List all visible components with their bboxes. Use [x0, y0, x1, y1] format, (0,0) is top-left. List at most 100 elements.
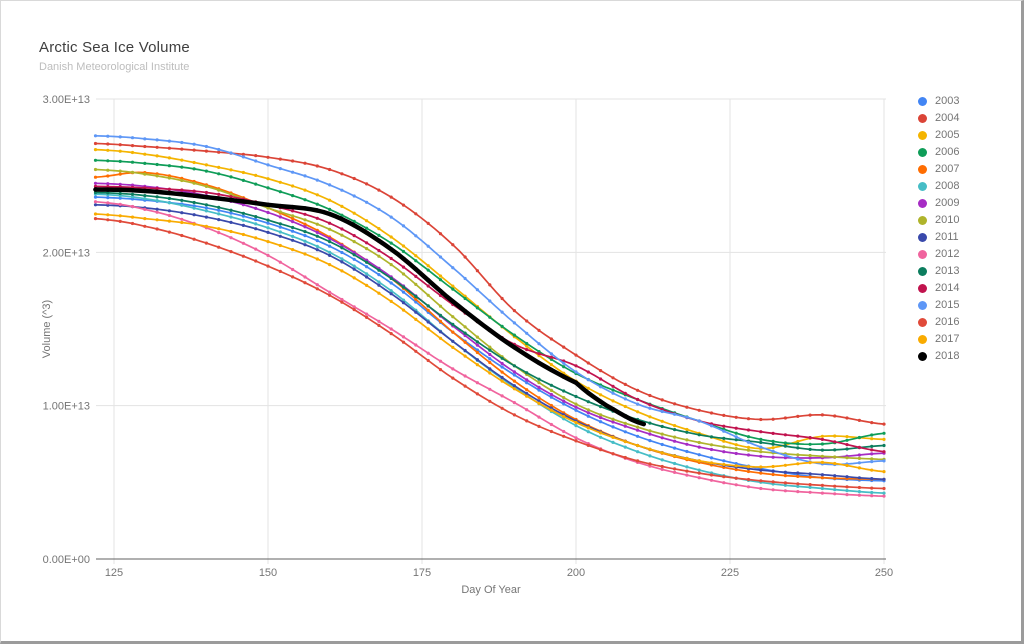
- series-marker-2013: [475, 340, 479, 344]
- series-marker-2018: [241, 199, 246, 204]
- series-marker-2013: [709, 435, 714, 439]
- series-marker-2009: [586, 411, 590, 415]
- series-marker-2017: [636, 443, 640, 448]
- series-marker-2006: [106, 159, 110, 163]
- series-marker-2003: [574, 408, 578, 412]
- series-marker-2006: [796, 442, 800, 446]
- series-marker-2018: [623, 414, 628, 419]
- series-marker-2003: [599, 420, 603, 424]
- series-marker-2007: [488, 360, 492, 365]
- series-marker-2008: [340, 257, 344, 261]
- series-marker-2010: [291, 214, 295, 218]
- series-marker-2010: [599, 413, 603, 417]
- series-2017: [93, 212, 886, 474]
- legend-swatch-2009: [918, 199, 927, 208]
- series-marker-2018: [536, 360, 542, 366]
- series-marker-2004: [303, 161, 307, 165]
- series-marker-2018: [573, 380, 579, 385]
- series-marker-2018: [327, 211, 332, 217]
- series-marker-2011: [254, 227, 258, 231]
- series-marker-2017: [857, 466, 862, 470]
- legend-item-2010: 2010: [918, 212, 959, 229]
- series-marker-2009: [673, 439, 677, 443]
- series-marker-2015: [574, 370, 578, 374]
- series-marker-2011: [204, 215, 208, 219]
- series-marker-2014: [746, 428, 751, 432]
- series-marker-2015: [401, 224, 406, 228]
- series-marker-2017: [93, 212, 98, 216]
- series-marker-2018: [278, 203, 283, 209]
- legend-label-2012: 2012: [935, 248, 960, 260]
- series-marker-2005: [229, 168, 233, 172]
- series-marker-2013: [328, 240, 332, 244]
- series-marker-2013: [463, 331, 467, 335]
- series-marker-2010: [537, 381, 541, 385]
- series-marker-2017: [106, 213, 110, 217]
- series-marker-2004: [882, 422, 886, 426]
- series-marker-2005: [328, 198, 332, 202]
- series-marker-2004: [870, 421, 874, 425]
- series-marker-2014: [549, 355, 554, 359]
- series-marker-2013: [562, 389, 566, 393]
- series-marker-2004: [389, 195, 393, 199]
- series-marker-2014: [525, 348, 529, 352]
- series-marker-2012: [118, 202, 122, 206]
- series-marker-2004: [266, 155, 270, 159]
- series-marker-2017: [709, 461, 714, 465]
- series-marker-2018: [499, 336, 505, 342]
- series-marker-2005: [352, 211, 356, 215]
- series-marker-2009: [623, 424, 627, 428]
- legend-item-2011: 2011: [918, 229, 959, 246]
- series-marker-2015: [783, 453, 788, 457]
- series-marker-2005: [426, 264, 430, 268]
- series-marker-2016: [537, 424, 541, 428]
- series-marker-2013: [303, 230, 307, 234]
- series-marker-2014: [315, 216, 319, 220]
- series-marker-2014: [771, 431, 775, 435]
- series-marker-2014: [734, 426, 738, 430]
- series-marker-2009: [574, 405, 578, 409]
- series-marker-2016: [870, 486, 874, 490]
- series-marker-2013: [451, 322, 455, 326]
- series-2003: [93, 195, 886, 483]
- series-marker-2013: [783, 444, 788, 448]
- series-marker-2010: [217, 188, 221, 192]
- series-marker-2014: [833, 440, 837, 444]
- series-marker-2011: [315, 248, 319, 252]
- series-marker-2016: [488, 399, 492, 403]
- series-marker-2005: [266, 177, 270, 181]
- series-marker-2009: [734, 451, 738, 456]
- series-marker-2013: [291, 225, 295, 230]
- legend-label-2004: 2004: [935, 112, 960, 124]
- series-marker-2018: [561, 374, 566, 379]
- series-marker-2009: [525, 378, 529, 382]
- series-marker-2009: [475, 343, 479, 347]
- series-marker-2012: [673, 470, 677, 474]
- series-marker-2012: [697, 476, 701, 480]
- series-marker-2010: [463, 325, 467, 329]
- series-marker-2017: [783, 463, 788, 467]
- series-marker-2010: [204, 184, 208, 188]
- legend-swatch-2011: [918, 233, 927, 242]
- series-marker-2017: [118, 214, 122, 218]
- series-marker-2008: [266, 226, 270, 230]
- legend-swatch-2013: [918, 267, 927, 276]
- series-marker-2011: [291, 238, 295, 242]
- y-tick-label: 0.00E+00: [43, 554, 90, 566]
- series-marker-2004: [315, 164, 319, 168]
- series-marker-2012: [833, 492, 837, 496]
- series-marker-2013: [734, 438, 738, 442]
- series-marker-2016: [562, 434, 566, 438]
- legend-swatch-2005: [918, 131, 927, 140]
- series-marker-2004: [759, 417, 763, 422]
- series-marker-2006: [845, 438, 849, 442]
- series-marker-2006: [278, 190, 282, 194]
- series-marker-2003: [291, 229, 295, 233]
- series-marker-2014: [722, 424, 726, 428]
- series-marker-2009: [648, 432, 652, 436]
- series-marker-2011: [820, 473, 825, 477]
- series-marker-2004: [217, 150, 221, 154]
- series-marker-2008: [180, 203, 184, 207]
- series-marker-2015: [389, 215, 393, 219]
- series-marker-2004: [697, 408, 701, 412]
